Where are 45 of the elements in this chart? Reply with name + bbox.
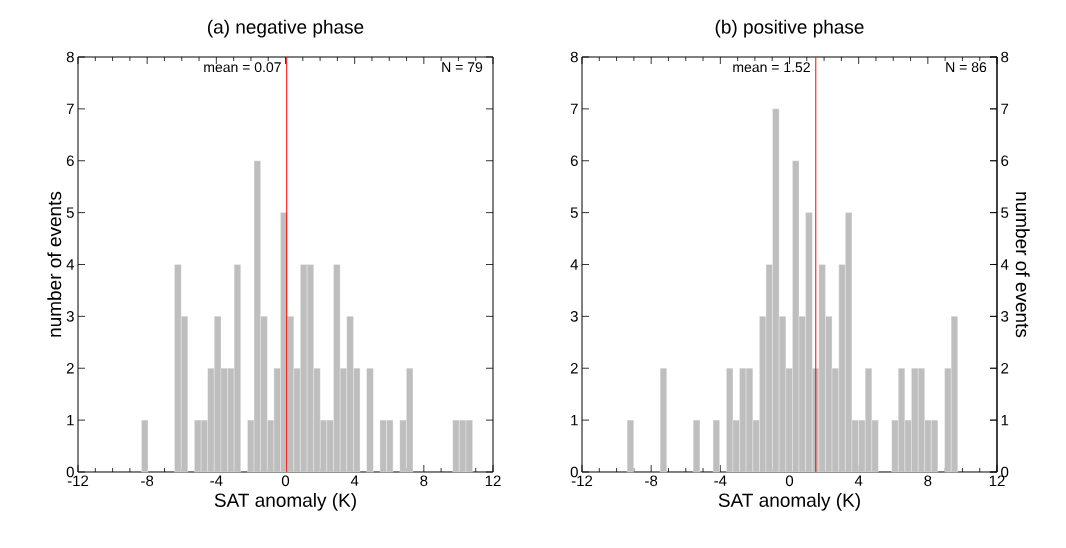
- x-tick-label: -4: [714, 475, 727, 486]
- y-tick-label: 6: [570, 155, 578, 167]
- y2-tick-label: 1: [1001, 414, 1009, 426]
- ref-line-label: mean = 1.52: [733, 62, 810, 73]
- x-tick-label: 8: [924, 475, 932, 487]
- y-tick-label: 1: [67, 414, 74, 426]
- y-tick-label: 8: [66, 51, 74, 63]
- x-tick-label: -8: [141, 475, 154, 487]
- x-tick-label: 4: [350, 475, 359, 486]
- y-tick-label: 8: [570, 51, 578, 63]
- annotation: N = 86: [946, 62, 987, 73]
- x-axis-title: SAT anomaly (K): [718, 493, 860, 511]
- y2-axis-title: number of events: [1015, 192, 1030, 338]
- y-axis-title: number of events: [47, 191, 62, 337]
- y2-tick-label: 4: [1000, 259, 1009, 270]
- y-tick-label: 5: [66, 207, 74, 218]
- x-axis-title: SAT anomaly (K): [214, 493, 356, 511]
- x-tick-label: -8: [645, 475, 658, 487]
- y-tick-label: 3: [66, 311, 74, 322]
- y-tick-label: 5: [570, 207, 578, 218]
- y2-tick-label: 8: [1001, 51, 1009, 63]
- y-tick-label: 3: [570, 311, 578, 322]
- y2-tick-label: 5: [1001, 207, 1009, 218]
- x-tick-label: -4: [210, 475, 223, 486]
- y-tick-label: 2: [66, 363, 74, 374]
- y2-tick-label: 3: [1001, 311, 1009, 322]
- y-tick-label: 7: [570, 103, 578, 115]
- x-tick-label: 4: [854, 475, 863, 486]
- y2-tick-label: 6: [1001, 155, 1009, 167]
- y-tick-label: 4: [66, 259, 75, 270]
- x-tick-label: 0: [281, 475, 290, 487]
- y-tick-label: 6: [66, 155, 74, 167]
- chart-title: (b) positive phase: [715, 19, 864, 38]
- ref-line-label: mean = 0.07: [204, 62, 281, 73]
- y-tick-label: 7: [66, 103, 74, 115]
- chart-title: (a) negative phase: [207, 19, 364, 38]
- x-tick-label: 12: [485, 475, 501, 486]
- y-tick-label: 2: [570, 363, 578, 374]
- y-tick-label: 4: [570, 259, 579, 270]
- y-tick-label: 1: [571, 414, 578, 426]
- x-tick-label: 0: [785, 475, 794, 487]
- y2-tick-label: 2: [1001, 363, 1009, 374]
- y2-tick-label: 7: [1001, 103, 1009, 115]
- x-tick-label: 8: [420, 475, 428, 487]
- annotation: N = 79: [442, 62, 483, 73]
